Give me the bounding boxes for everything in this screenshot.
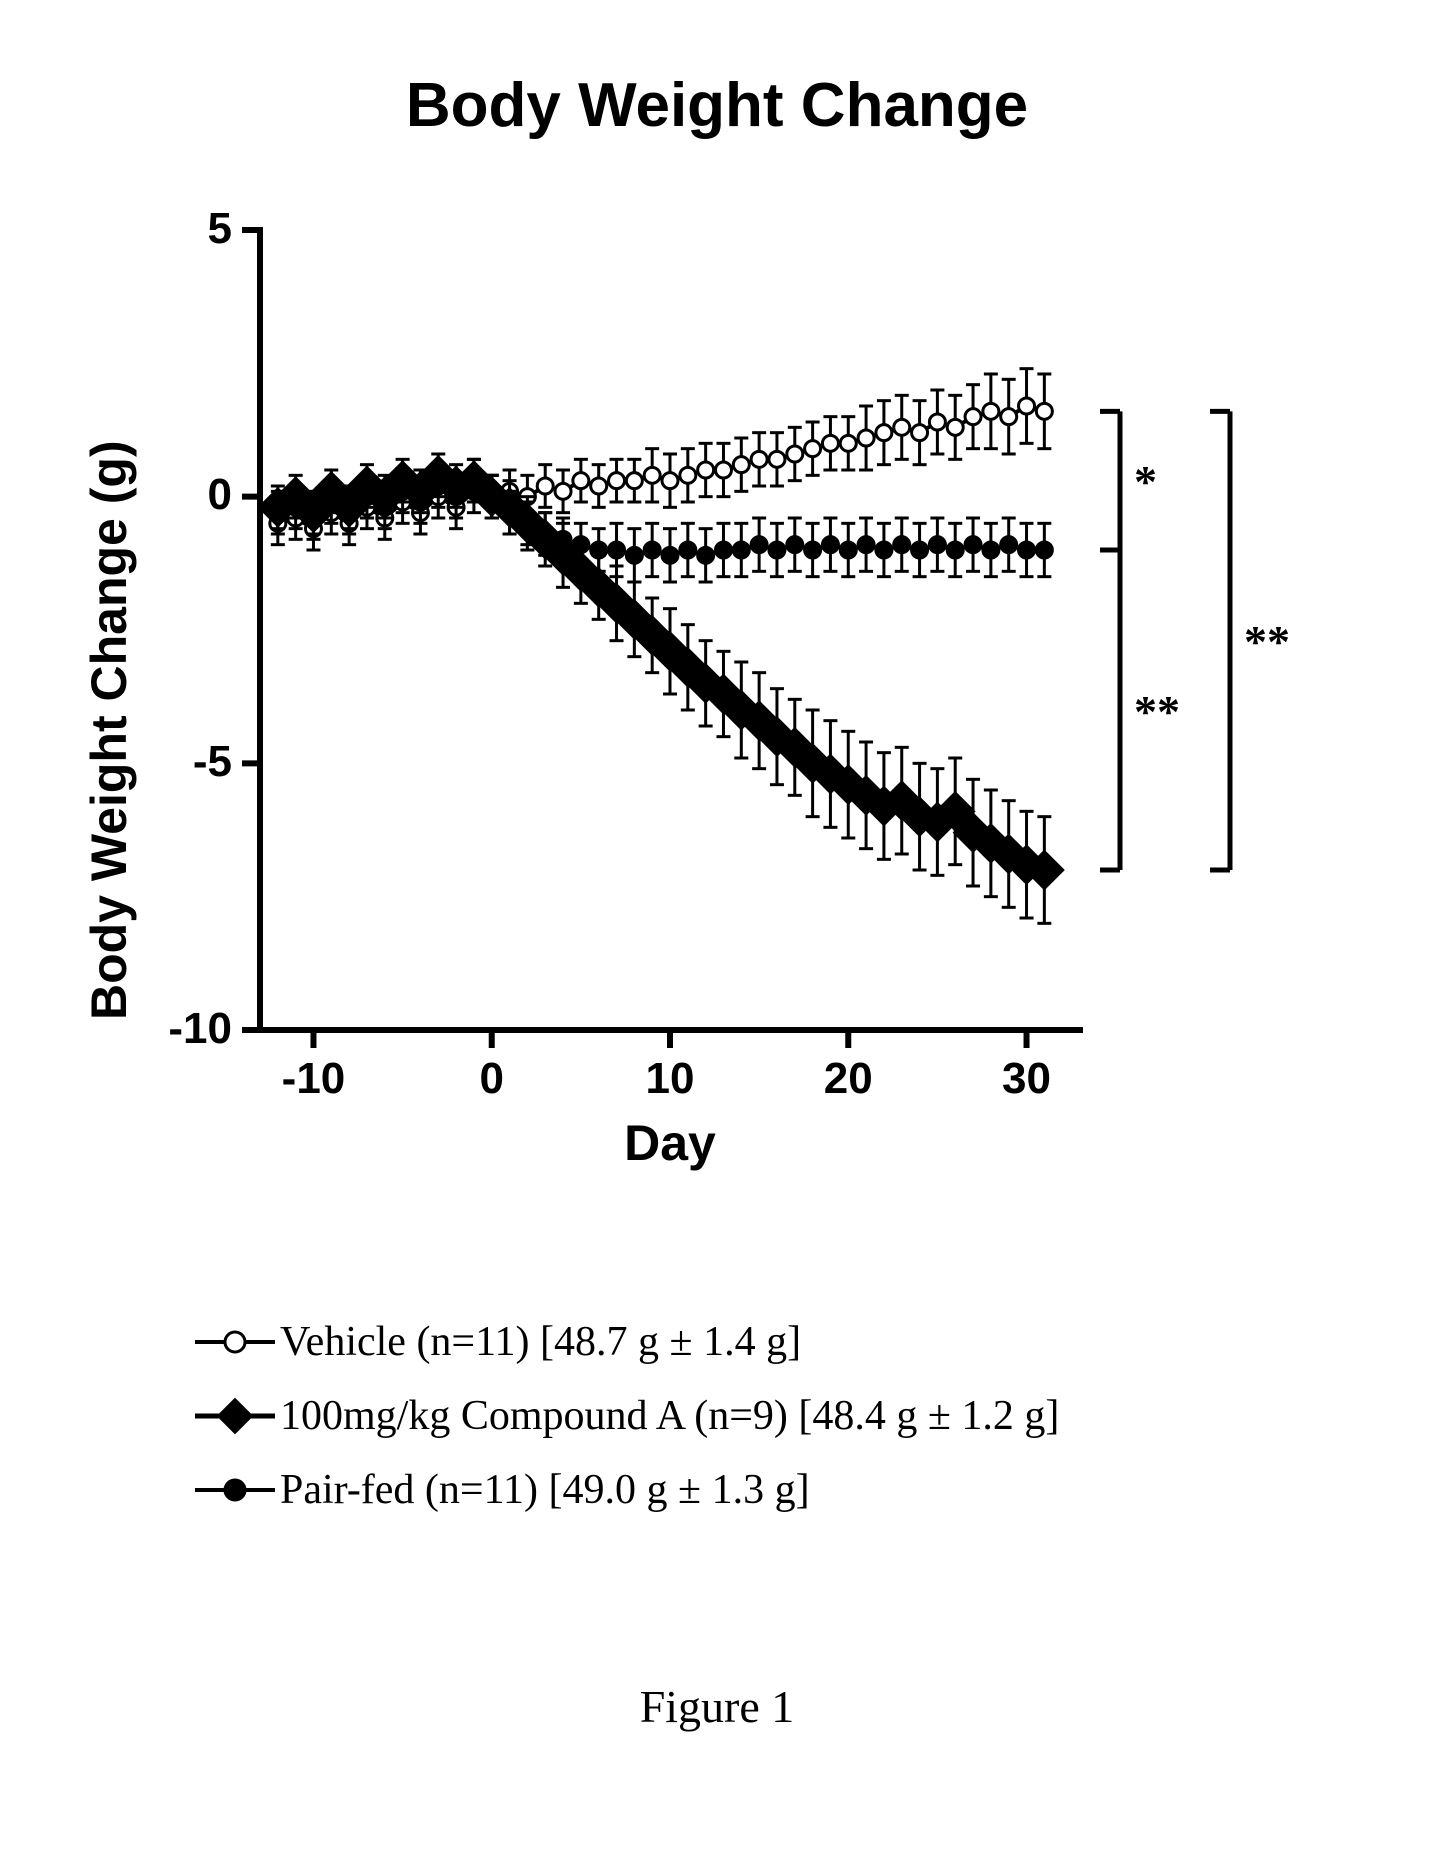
significance-label: *: [1134, 455, 1157, 508]
chart-title: Body Weight Change: [0, 70, 1434, 141]
page-root: Body Weight Change Body Weight Change (g…: [0, 0, 1434, 1852]
legend-glyph-icon: [190, 1396, 280, 1436]
legend-item: Pair-fed (n=11) [49.0 g ± 1.3 g]: [190, 1458, 1059, 1522]
legend-item-label: 100mg/kg Compound A (n=9) [48.4 g ± 1.2 …: [280, 1392, 1059, 1440]
x-tick-label: 10: [630, 1054, 710, 1104]
legend-glyph-icon: [190, 1470, 280, 1510]
series-vehicle: [270, 369, 1053, 550]
y-axis-label: Body Weight Change (g): [80, 440, 138, 1020]
significance-label: **: [1134, 685, 1180, 738]
significance-bracket: [1100, 411, 1120, 550]
x-axis-label: Day: [260, 1114, 1080, 1172]
chart-svg-wrap: [240, 210, 1360, 1115]
chart-svg: [240, 210, 1360, 1110]
significance-bracket: [1100, 550, 1120, 870]
y-tick-label: -5: [193, 737, 232, 787]
significance-label: **: [1244, 615, 1290, 668]
y-tick-label: 5: [208, 204, 232, 254]
figure-label: Figure 1: [0, 1680, 1434, 1733]
legend-item: 100mg/kg Compound A (n=9) [48.4 g ± 1.2 …: [190, 1384, 1059, 1448]
significance-bracket: [1210, 411, 1230, 870]
x-tick-label: 30: [987, 1054, 1067, 1104]
legend-item-label: Pair-fed (n=11) [49.0 g ± 1.3 g]: [280, 1466, 810, 1514]
x-tick-label: 0: [452, 1054, 532, 1104]
y-tick-label: -10: [168, 1004, 232, 1054]
x-tick-label: -10: [273, 1054, 353, 1104]
x-tick-label: 20: [808, 1054, 888, 1104]
y-tick-label: 0: [208, 470, 232, 520]
legend: Vehicle (n=11) [48.7 g ± 1.4 g] 100mg/kg …: [190, 1310, 1059, 1532]
legend-item-label: Vehicle (n=11) [48.7 g ± 1.4 g]: [280, 1318, 801, 1366]
legend-item: Vehicle (n=11) [48.7 g ± 1.4 g]: [190, 1310, 1059, 1374]
legend-glyph-icon: [190, 1322, 280, 1362]
